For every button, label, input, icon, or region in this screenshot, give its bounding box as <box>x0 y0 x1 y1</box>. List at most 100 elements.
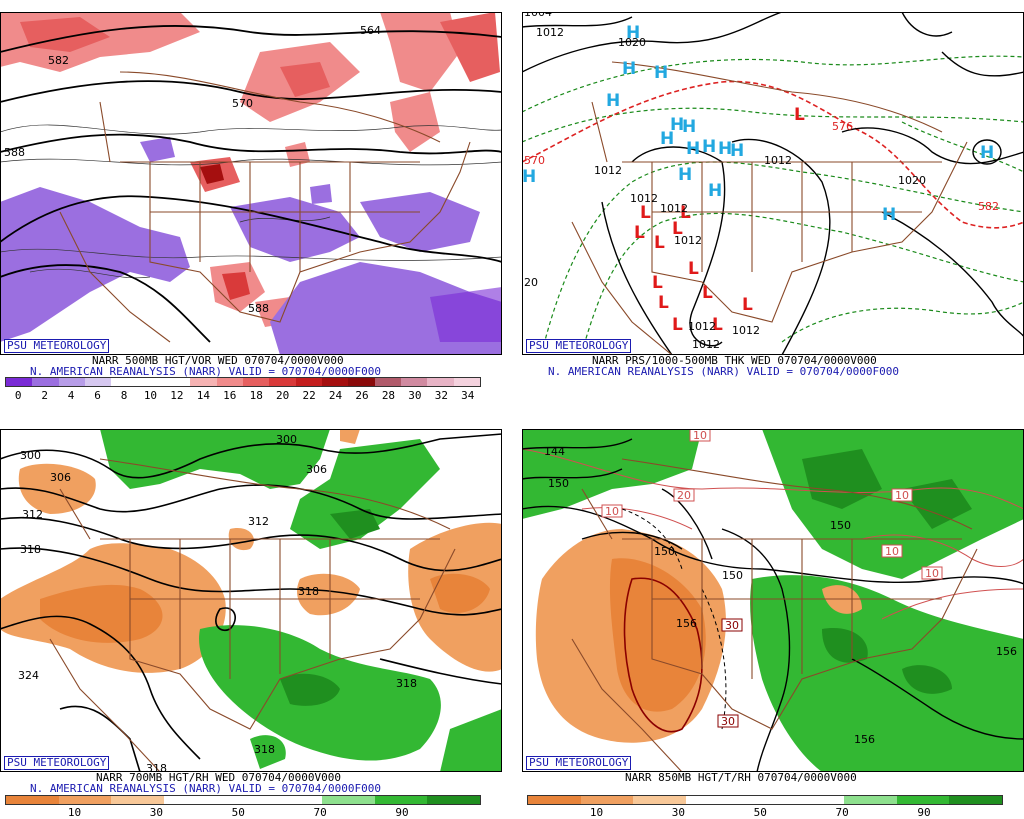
colorbar-tick-label: 12 <box>170 389 184 402</box>
colorbar-swatch <box>295 378 322 386</box>
colorbar-tick-label: 50 <box>753 806 767 819</box>
colorbar-tick-label: 18 <box>249 389 263 402</box>
colorbar-tick-label: 20 <box>276 389 290 402</box>
colorbar-swatch <box>164 796 217 804</box>
colorbar-swatch <box>111 796 165 804</box>
thickness-label: 576 <box>832 120 853 133</box>
colorbar-swatch <box>374 378 401 386</box>
map-frame <box>522 12 1024 355</box>
panel-caption: NARR 500MB HGT/VOR WED 070704/0000V000 <box>92 354 344 367</box>
colorbar-swatch <box>269 796 323 804</box>
low-pressure-marker: L <box>654 233 665 253</box>
isobar-label: 1012 <box>692 338 720 351</box>
colorbar-tick-label: 6 <box>94 389 101 402</box>
contour-label: 156 <box>676 617 697 630</box>
panel-caption: NARR 700MB HGT/RH WED 070704/0000V000 <box>96 771 342 784</box>
colorbar-tick-label: 32 <box>434 389 448 402</box>
colorbar-swatch <box>84 378 112 386</box>
colorbar-swatch <box>242 378 270 386</box>
temperature-label: 10 <box>921 566 943 580</box>
colorbar-tick-label: 70 <box>313 806 327 819</box>
panel-subcaption: N. AMERICAN REANALYSIS (NARR) VALID = 07… <box>30 782 381 795</box>
colorbar-swatch <box>348 378 375 386</box>
colorbar-tick-label: 8 <box>120 389 128 402</box>
colorbar-swatch <box>6 796 59 804</box>
colorbar-swatch <box>528 796 581 804</box>
colorbar-swatch <box>163 378 191 386</box>
rh-colorbar <box>5 795 481 805</box>
colorbar-swatch <box>791 796 845 804</box>
thickness-label: 582 <box>978 200 999 213</box>
contour-label: 324 <box>18 669 39 682</box>
temperature-label: 30 <box>721 618 743 632</box>
contour-label: 156 <box>996 645 1017 658</box>
low-pressure-marker: L <box>742 295 753 315</box>
contour-label: 570 <box>232 97 253 110</box>
vorticity-colorbar-ticks: 0 2 4 6 8 10 12 14 16 18 20 22 24 26 28 30 32 34 <box>5 389 481 402</box>
map-pressure-thickness: H H H H H H H H H H H H H H H H L L L <box>522 12 1024 355</box>
colorbar-tick-label: 30 <box>671 806 685 819</box>
contour-label: 150 <box>830 519 851 532</box>
high-pressure-marker: H <box>622 59 636 79</box>
colorbar-swatch <box>427 378 454 386</box>
colorbar-tick-label: 30 <box>149 806 163 819</box>
isobar-label: 20 <box>524 276 538 289</box>
contour-label: 582 <box>48 54 69 67</box>
temperature-label: 10 <box>891 488 913 502</box>
colorbar-swatch <box>111 378 138 386</box>
map-frame <box>522 429 1024 772</box>
thickness-label: 570 <box>524 154 545 167</box>
psu-meteorology-badge: PSU METEOROLOGY <box>526 339 632 353</box>
contour-label: 300 <box>20 449 41 462</box>
high-pressure-marker: H <box>522 167 536 187</box>
contour-label: 312 <box>248 515 269 528</box>
colorbar-tick-label: 26 <box>355 389 369 402</box>
contour-label: 156 <box>854 733 875 746</box>
temperature-label: 10 <box>881 544 903 558</box>
colorbar-tick-label: 14 <box>196 389 210 402</box>
low-pressure-marker: L <box>702 283 713 303</box>
map-700mb: 300 306 312 318 324 300 306 312 318 318 … <box>0 429 502 772</box>
contour-label: 318 <box>254 743 275 756</box>
low-pressure-marker: L <box>640 203 651 223</box>
isobar-label: 1012 <box>630 192 658 205</box>
temperature-label: 10 <box>601 504 623 518</box>
colorbar-tick-label: 10 <box>589 806 604 819</box>
high-pressure-marker: H <box>654 63 668 83</box>
temperature-label: 10 <box>689 429 711 442</box>
psu-meteorology-badge: PSU METEOROLOGY <box>4 339 110 353</box>
high-pressure-marker: H <box>626 23 640 43</box>
colorbar-swatch <box>427 796 481 804</box>
colorbar-swatch <box>686 796 739 804</box>
svg-text:10: 10 <box>605 505 619 518</box>
low-pressure-marker: L <box>658 293 669 313</box>
svg-text:20: 20 <box>677 489 691 502</box>
map-frame <box>0 12 502 355</box>
temperature-label: 30 <box>717 714 739 728</box>
contour-label: 150 <box>722 569 743 582</box>
contour-label: 588 <box>248 302 269 315</box>
svg-text:30: 30 <box>721 715 735 728</box>
low-pressure-marker: L <box>688 259 699 279</box>
colorbar-swatch <box>216 796 270 804</box>
colorbar-swatch <box>58 796 112 804</box>
map-frame <box>0 429 502 772</box>
rh-colorbar-ticks: 10 30 50 70 90 <box>527 806 1003 819</box>
low-pressure-marker: L <box>680 203 691 223</box>
isobar-label: 1012 <box>660 202 688 215</box>
colorbar-tick-label: 0 <box>14 389 22 402</box>
isobar-label: 1012 <box>732 324 760 337</box>
colorbar-swatch <box>321 378 349 386</box>
colorbar-tick-label: 30 <box>408 389 422 402</box>
high-pressure-marker: H <box>606 91 620 111</box>
low-pressure-marker: L <box>672 219 683 239</box>
panel-caption: NARR PRS/1000-500MB THK WED 070704/0000V… <box>592 354 877 367</box>
isobar-label: 1012 <box>536 26 564 39</box>
high-pressure-marker: H <box>718 139 732 159</box>
contour-label: 318 <box>298 585 319 598</box>
high-pressure-marker: H <box>678 165 692 185</box>
svg-text:10: 10 <box>925 567 939 580</box>
colorbar-tick-label: 4 <box>67 389 75 402</box>
contour-label: 150 <box>654 545 675 558</box>
high-pressure-marker: H <box>682 117 696 137</box>
